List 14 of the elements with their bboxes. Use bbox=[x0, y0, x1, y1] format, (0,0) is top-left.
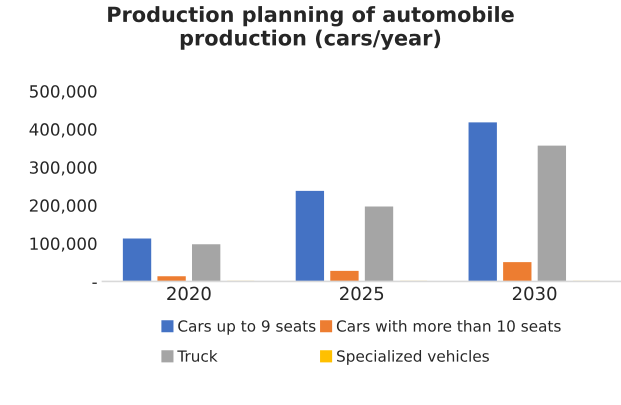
legend-label: Truck bbox=[177, 350, 218, 362]
legend-label: Specialized vehicles bbox=[337, 350, 489, 365]
x-tick-label: 2025 bbox=[340, 286, 384, 300]
y-tick-label: 100,000 bbox=[30, 237, 96, 252]
y-tick-label: 200,000 bbox=[30, 199, 96, 214]
y-tick-label: 400,000 bbox=[29, 123, 96, 138]
y-tick-label: 300,000 bbox=[30, 161, 96, 176]
chart-title: Production planning of automobile production (cars/year) bbox=[108, 6, 514, 50]
y-tick-label: 500,000 bbox=[30, 85, 96, 100]
y-tick-label: - bbox=[92, 282, 97, 284]
x-tick-label: 2020 bbox=[167, 286, 211, 300]
legend-label: Cars up to 9 seats bbox=[178, 320, 316, 335]
x-tick-label: 2030 bbox=[512, 286, 556, 300]
legend-label: Cars with more than 10 seats bbox=[336, 320, 561, 332]
